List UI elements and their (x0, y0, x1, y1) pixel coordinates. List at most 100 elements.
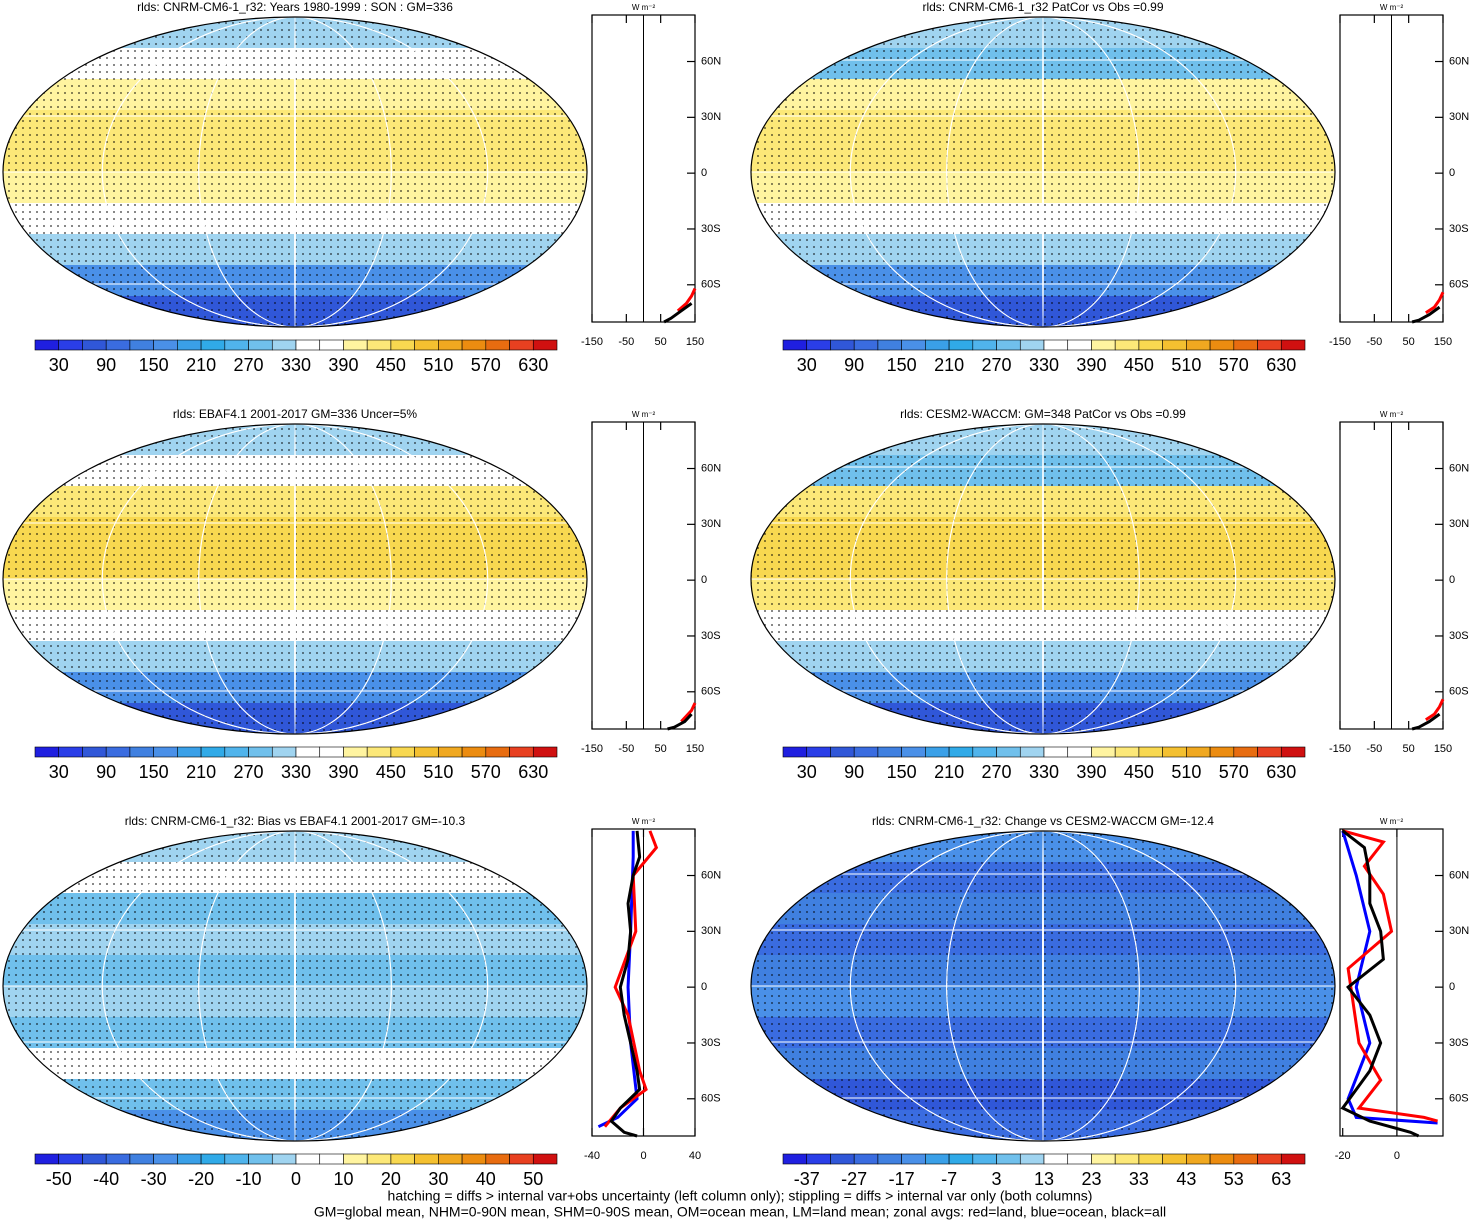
x-tick-label: -40 (584, 1150, 600, 1162)
meridian (101, 424, 489, 734)
x-tick-label: -150 (581, 743, 603, 755)
y-tick-label: 30N (701, 925, 721, 937)
meridian (946, 831, 1140, 1141)
colorbar-label: 150 (139, 355, 169, 375)
colorbar-box (1280, 339, 1306, 351)
colorbar-box (948, 746, 974, 758)
colorbar-box (948, 339, 974, 351)
y-tick-label: 60S (701, 686, 721, 698)
map-fill (3, 17, 587, 327)
colorbar-box (1091, 746, 1116, 758)
colorbar-label: 63 (1271, 1169, 1291, 1189)
colorbar-box (1257, 1153, 1282, 1165)
zonal-unit: W m⁻² (632, 410, 656, 419)
colorbar-label: 390 (328, 762, 358, 782)
y-tick-label: 60N (1449, 55, 1469, 67)
colorbar-box (509, 339, 534, 351)
meridian (294, 831, 296, 1141)
meridian (294, 424, 296, 734)
y-tick-label: 60S (701, 279, 721, 291)
colorbar-label: 50 (523, 1169, 543, 1189)
meridian (849, 831, 1237, 1141)
colorbar-box (1114, 746, 1140, 758)
colorbar-box (200, 339, 226, 351)
colorbar-box (996, 746, 1021, 758)
x-tick-label: -50 (618, 743, 634, 755)
colorbar-label: 510 (1171, 762, 1201, 782)
colorbar-label: 10 (333, 1169, 353, 1189)
y-tick-label: 30N (701, 111, 721, 123)
zonal-unit: W m⁻² (1380, 3, 1404, 12)
map (750, 423, 1336, 735)
map-fill (751, 831, 1335, 1141)
meridian (849, 17, 1237, 327)
colorbar-box (948, 1153, 974, 1165)
colorbar-box (438, 1153, 463, 1165)
colorbar-label: 630 (518, 355, 548, 375)
colorbar-box (877, 339, 902, 351)
y-tick-label: 60S (1449, 686, 1469, 698)
colorbar-label: 570 (1219, 355, 1249, 375)
colorbar-label: 13 (1034, 1169, 1054, 1189)
colorbar-label: 90 (96, 355, 116, 375)
colorbar-box (319, 339, 344, 351)
x-tick-label: 40 (689, 1150, 701, 1162)
x-tick-label: 0 (640, 1150, 646, 1162)
colorbar-label: 210 (186, 355, 216, 375)
map (2, 16, 588, 328)
colorbar-box (461, 746, 487, 758)
colorbar-box (782, 746, 808, 758)
zonal-line (1425, 698, 1445, 721)
x-tick-label: 50 (655, 743, 667, 755)
colorbar-box (1186, 1153, 1211, 1165)
colorbar-label: 450 (1124, 762, 1154, 782)
panel-title: rlds: CNRM-CM6-1_r32: Years 1980-1999 : … (137, 0, 453, 14)
colorbar-box (1114, 339, 1140, 351)
colorbar-label: 570 (1219, 762, 1249, 782)
colorbar-label: 630 (1266, 762, 1296, 782)
y-tick-label: 60N (1449, 462, 1469, 474)
map-fill (751, 424, 1335, 734)
colorbar-box (82, 1153, 107, 1165)
colorbar-label: 53 (1224, 1169, 1244, 1189)
colorbar-box (782, 1153, 808, 1165)
panel-title: rlds: CNRM-CM6-1_r32 PatCor vs Obs =0.99 (922, 0, 1163, 14)
colorbar-box (105, 1153, 131, 1165)
colorbar-label: 210 (934, 762, 964, 782)
colorbar-box (1114, 1153, 1140, 1165)
colorbar-box (1138, 1153, 1163, 1165)
y-tick-label: 30S (1449, 223, 1469, 235)
x-tick-label: -50 (618, 336, 634, 348)
colorbar-box (200, 746, 226, 758)
x-tick-label: 150 (1434, 336, 1452, 348)
colorbar-box (830, 339, 855, 351)
colorbar-label: 33 (1129, 1169, 1149, 1189)
meridian (198, 831, 392, 1141)
y-tick-label: 60N (1449, 869, 1469, 881)
colorbar-box (224, 1153, 249, 1165)
x-tick-label: -50 (1366, 336, 1382, 348)
colorbar-label: 330 (1029, 355, 1059, 375)
colorbar-label: 330 (281, 762, 311, 782)
colorbar-label: 150 (887, 762, 917, 782)
y-tick-label: 60N (701, 55, 721, 67)
colorbar-box (271, 746, 297, 758)
colorbar-box (414, 1153, 439, 1165)
footer-note: hatching = diffs > internal var+obs unce… (388, 1188, 1093, 1204)
colorbar-box (366, 746, 392, 758)
colorbar-box (461, 339, 487, 351)
zonal-line (603, 830, 659, 1128)
y-tick-label: 30N (1449, 925, 1469, 937)
colorbar-label: -20 (188, 1169, 214, 1189)
colorbar-box (390, 339, 415, 351)
colorbar-box (1138, 746, 1163, 758)
zonal-line (609, 830, 642, 1138)
colorbar-box (343, 1153, 368, 1165)
zonal-line (667, 713, 693, 731)
map-outline (750, 16, 1336, 328)
colorbar-box (319, 1153, 344, 1165)
colorbar-label: 90 (96, 762, 116, 782)
colorbar-label: -37 (794, 1169, 820, 1189)
colorbar-label: 390 (328, 355, 358, 375)
colorbar-label: 270 (982, 355, 1012, 375)
